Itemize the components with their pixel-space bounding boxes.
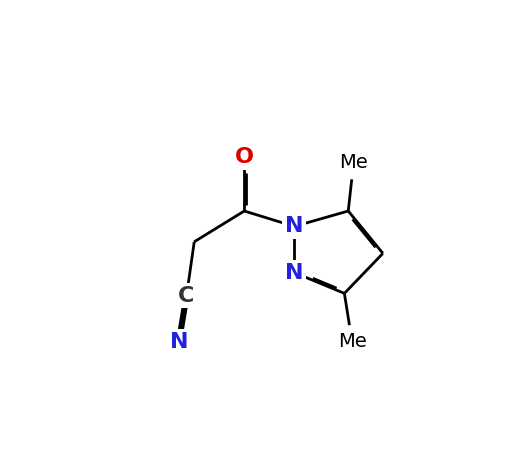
Text: N: N bbox=[170, 332, 188, 352]
Text: N: N bbox=[285, 263, 304, 283]
Text: N: N bbox=[285, 217, 304, 237]
Text: Me: Me bbox=[338, 332, 366, 352]
Text: C: C bbox=[178, 285, 195, 306]
Text: Me: Me bbox=[339, 153, 368, 172]
Text: O: O bbox=[235, 147, 254, 167]
